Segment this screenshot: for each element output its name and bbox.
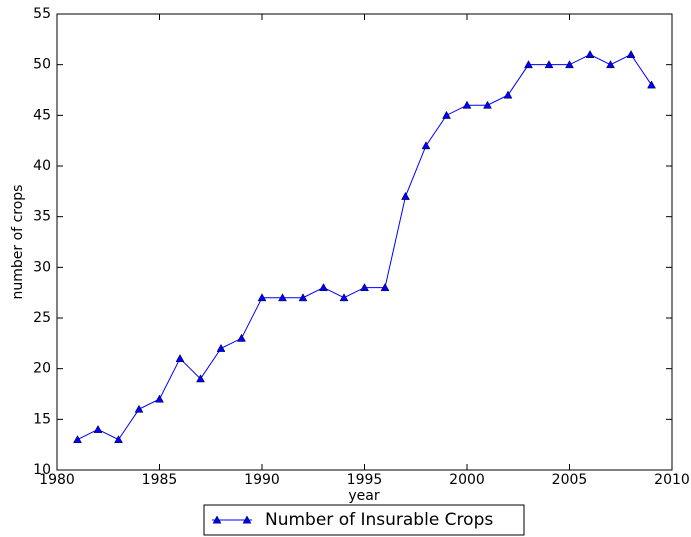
data-point — [134, 404, 144, 413]
data-point — [93, 424, 103, 433]
data-point — [278, 293, 287, 302]
data-point — [503, 90, 513, 99]
legend-marker — [212, 515, 222, 524]
data-point — [380, 283, 390, 292]
data-point — [196, 374, 205, 383]
y-tick-label: 45 — [33, 107, 51, 123]
y-tick-label: 55 — [33, 6, 51, 22]
y-tick-label: 35 — [33, 209, 51, 225]
data-point — [585, 50, 595, 58]
data-point — [401, 191, 410, 200]
plot-frame — [56, 13, 673, 471]
x-tick-label: 2005 — [552, 472, 588, 488]
legend-box — [203, 504, 525, 536]
data-point — [237, 333, 246, 342]
data-point — [114, 435, 123, 444]
data-point — [421, 141, 431, 150]
data-point — [544, 60, 554, 69]
y-tick-label: 25 — [33, 310, 51, 326]
data-point — [73, 435, 82, 444]
y-axis-label: number of crops — [10, 185, 26, 300]
legend-label: Number of Insurable Crops — [265, 510, 493, 530]
data-point — [298, 293, 308, 302]
data-point — [175, 354, 185, 362]
x-tick-label: 2010 — [654, 472, 690, 488]
data-point — [483, 100, 492, 109]
data-point — [626, 50, 636, 58]
data-point — [524, 60, 533, 69]
data-point — [647, 80, 656, 89]
x-tick-label: 1985 — [142, 472, 178, 488]
x-tick-label: 1995 — [347, 472, 383, 488]
data-point — [257, 293, 267, 302]
data-point — [462, 100, 472, 109]
y-tick-label: 20 — [33, 361, 51, 377]
x-tick-label: 1980 — [39, 472, 75, 488]
y-tick-label: 40 — [33, 158, 51, 174]
data-point — [216, 343, 226, 352]
legend: Number of Insurable Crops — [203, 504, 525, 536]
data-point — [360, 283, 369, 292]
data-point — [606, 60, 615, 69]
y-tick-label: 30 — [33, 259, 51, 275]
y-tick-label: 50 — [33, 57, 51, 73]
x-axis-label: year — [348, 488, 379, 504]
data-point — [565, 60, 574, 69]
data-point — [155, 394, 164, 403]
series-line — [77, 53, 652, 441]
y-tick-label: 15 — [33, 411, 51, 427]
x-tick-label: 2000 — [449, 472, 485, 488]
x-tick-label: 1990 — [244, 472, 280, 488]
y-tick-label: 10 — [33, 462, 51, 478]
data-point — [339, 293, 349, 302]
legend-marker — [242, 515, 252, 524]
data-point — [442, 110, 451, 119]
data-point — [319, 283, 328, 292]
